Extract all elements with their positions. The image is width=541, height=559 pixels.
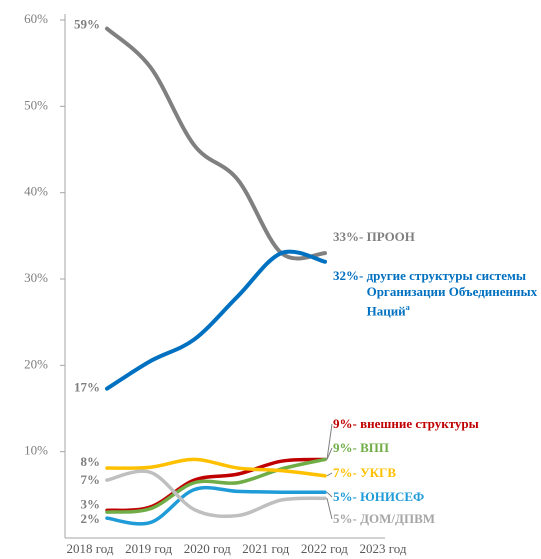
leader (326, 498, 333, 520)
end-label: 9%- внешние структуры (333, 416, 479, 432)
series-name: ВПП (360, 440, 389, 455)
start-label: 17% (74, 380, 100, 395)
leader (326, 423, 333, 460)
x-tick-label: 2023 год (360, 541, 407, 556)
series-name: ЮНИСЕФ (360, 489, 425, 504)
end-label: 7%- УКГВ (333, 465, 396, 481)
leader (326, 447, 333, 460)
y-tick-label: 20% (24, 356, 48, 371)
series-line (105, 457, 327, 514)
series-line (105, 249, 327, 391)
series-name: ДОМ/ДПВМ (360, 511, 436, 526)
y-tick-label: 30% (24, 270, 48, 285)
end-label: 9%- ВПП (333, 440, 389, 456)
start-label: 59% (74, 17, 100, 32)
end-label: 5%- ЮНИСЕФ (333, 489, 424, 505)
x-tick-label: 2020 год (184, 541, 231, 556)
leader (326, 491, 333, 498)
series-name: ПРООН (366, 229, 415, 244)
y-tick-label: 50% (24, 97, 48, 112)
y-tick-label: 40% (24, 184, 48, 199)
x-tick-label: 2018 год (67, 541, 114, 556)
series-line (105, 457, 327, 478)
series-name: УКГВ (360, 465, 397, 480)
x-tick-label: 2019 год (125, 541, 172, 556)
y-tick-label: 60% (24, 11, 48, 26)
end-value-label: 9%- (333, 440, 357, 455)
end-value-label: 5%- (333, 511, 357, 526)
series-line (105, 469, 327, 519)
series-line (105, 485, 327, 526)
end-value-label: 7%- (333, 465, 357, 480)
end-label: 33%- ПРООН (333, 229, 415, 245)
y-tick-label: 10% (24, 443, 48, 458)
start-label: 7% (81, 472, 101, 487)
series-name: другие структуры системы Организации Объ… (366, 268, 538, 319)
series-line (105, 26, 327, 261)
x-tick-label: 2022 год (301, 541, 348, 556)
note-marker: a (405, 303, 410, 312)
leader (326, 472, 333, 477)
start-label: 2% (81, 511, 101, 526)
end-label: 5%- ДОМ/ДПВМ (333, 511, 435, 527)
start-label: 8% (81, 454, 101, 469)
start-label: 3% (81, 496, 101, 511)
x-tick-label: 2021 год (242, 541, 289, 556)
end-label: 32%- другие структуры системы Организаци… (333, 268, 539, 319)
end-value-label: 33%- (333, 229, 364, 244)
end-value-label: 5%- (333, 489, 357, 504)
series-name: внешние структуры (360, 416, 479, 431)
end-value-label: 9%- (333, 416, 357, 431)
end-value-label: 32%- (333, 268, 364, 283)
